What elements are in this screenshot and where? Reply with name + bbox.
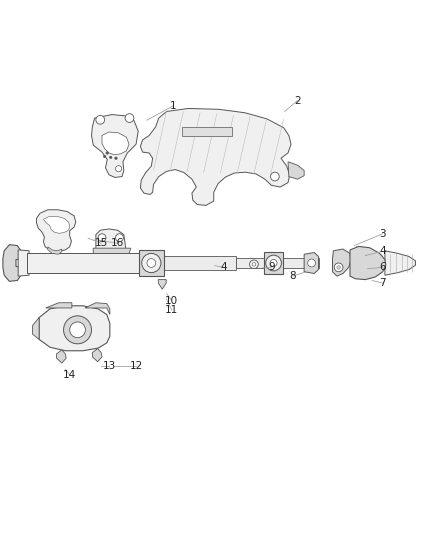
Polygon shape [96, 229, 127, 253]
Circle shape [106, 152, 109, 154]
Circle shape [70, 322, 85, 338]
Circle shape [270, 260, 277, 266]
Polygon shape [332, 249, 351, 276]
Polygon shape [350, 246, 386, 280]
Circle shape [252, 263, 256, 266]
Polygon shape [39, 306, 110, 351]
Polygon shape [264, 252, 283, 274]
Text: 2: 2 [294, 95, 301, 106]
Polygon shape [32, 318, 39, 340]
Polygon shape [158, 280, 166, 289]
Circle shape [337, 265, 340, 269]
Text: 11: 11 [165, 305, 178, 315]
Text: 8: 8 [289, 271, 296, 281]
Polygon shape [48, 247, 62, 254]
Circle shape [98, 234, 106, 241]
Polygon shape [27, 253, 149, 272]
Polygon shape [57, 350, 66, 363]
Circle shape [142, 253, 161, 272]
Polygon shape [92, 115, 138, 177]
Circle shape [250, 260, 258, 269]
Text: 7: 7 [379, 278, 386, 288]
Circle shape [307, 259, 315, 267]
Polygon shape [46, 303, 72, 308]
Circle shape [116, 166, 122, 172]
Text: 12: 12 [129, 361, 143, 371]
Polygon shape [43, 216, 70, 233]
Polygon shape [93, 248, 131, 253]
Polygon shape [36, 210, 76, 252]
Circle shape [334, 263, 343, 272]
Text: 10: 10 [165, 296, 178, 305]
Polygon shape [237, 258, 319, 268]
Circle shape [103, 155, 106, 158]
Text: 3: 3 [379, 229, 386, 239]
Text: 6: 6 [379, 262, 386, 272]
Polygon shape [182, 127, 232, 135]
Circle shape [266, 255, 282, 271]
Text: 1: 1 [170, 101, 177, 111]
Text: 15: 15 [95, 238, 108, 248]
Polygon shape [141, 108, 291, 205]
Circle shape [110, 156, 112, 159]
Circle shape [147, 259, 155, 268]
Circle shape [64, 316, 92, 344]
Polygon shape [18, 250, 29, 276]
Text: 16: 16 [111, 238, 124, 248]
Text: 4: 4 [220, 262, 227, 272]
Text: 9: 9 [268, 262, 275, 272]
Polygon shape [149, 256, 237, 270]
Polygon shape [102, 132, 129, 155]
Polygon shape [85, 303, 110, 314]
Text: 4: 4 [379, 246, 386, 256]
Circle shape [125, 114, 134, 123]
Polygon shape [3, 245, 20, 281]
Circle shape [271, 172, 279, 181]
Polygon shape [92, 349, 102, 362]
Circle shape [96, 116, 105, 124]
Polygon shape [304, 253, 318, 273]
Polygon shape [288, 161, 304, 179]
Circle shape [115, 157, 117, 159]
Circle shape [116, 234, 124, 241]
Polygon shape [139, 250, 163, 276]
Text: 13: 13 [102, 361, 116, 371]
Text: 14: 14 [63, 370, 76, 380]
Polygon shape [385, 251, 416, 275]
